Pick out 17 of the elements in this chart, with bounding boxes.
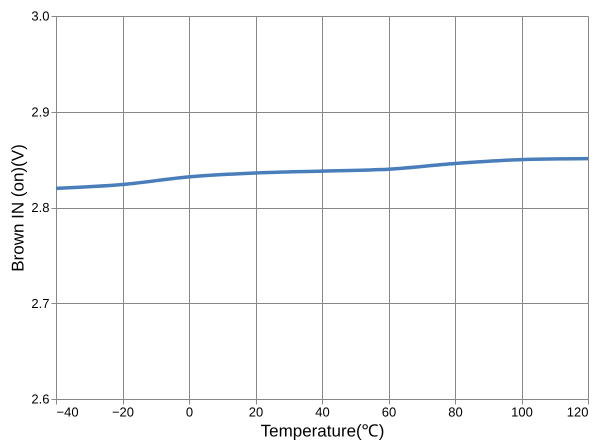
line-series (54, 156, 590, 190)
y-tick-label: 3.0 (31, 8, 50, 24)
y-tick-label: 2.6 (31, 392, 50, 406)
y-tick-label: 2.8 (31, 200, 50, 215)
x-tick-label: −20 (112, 404, 134, 420)
x-tick-label: 60 (382, 404, 396, 420)
y-tick-label: 2.9 (31, 104, 50, 120)
y-axis-title: Brown IN (on)(V) (8, 144, 28, 272)
x-tick-label: 0 (186, 404, 194, 420)
x-tick-label: 100 (511, 404, 533, 420)
x-tick-label: 120 (566, 404, 588, 420)
x-tick-label: −40 (56, 404, 79, 420)
y-tick-label: 2.7 (31, 296, 50, 311)
x-tick-label: 20 (248, 404, 264, 420)
x-tick-label: 80 (448, 404, 463, 420)
x-tick-label: 40 (315, 404, 330, 420)
x-axis-title: Temperature(℃) (260, 422, 384, 440)
